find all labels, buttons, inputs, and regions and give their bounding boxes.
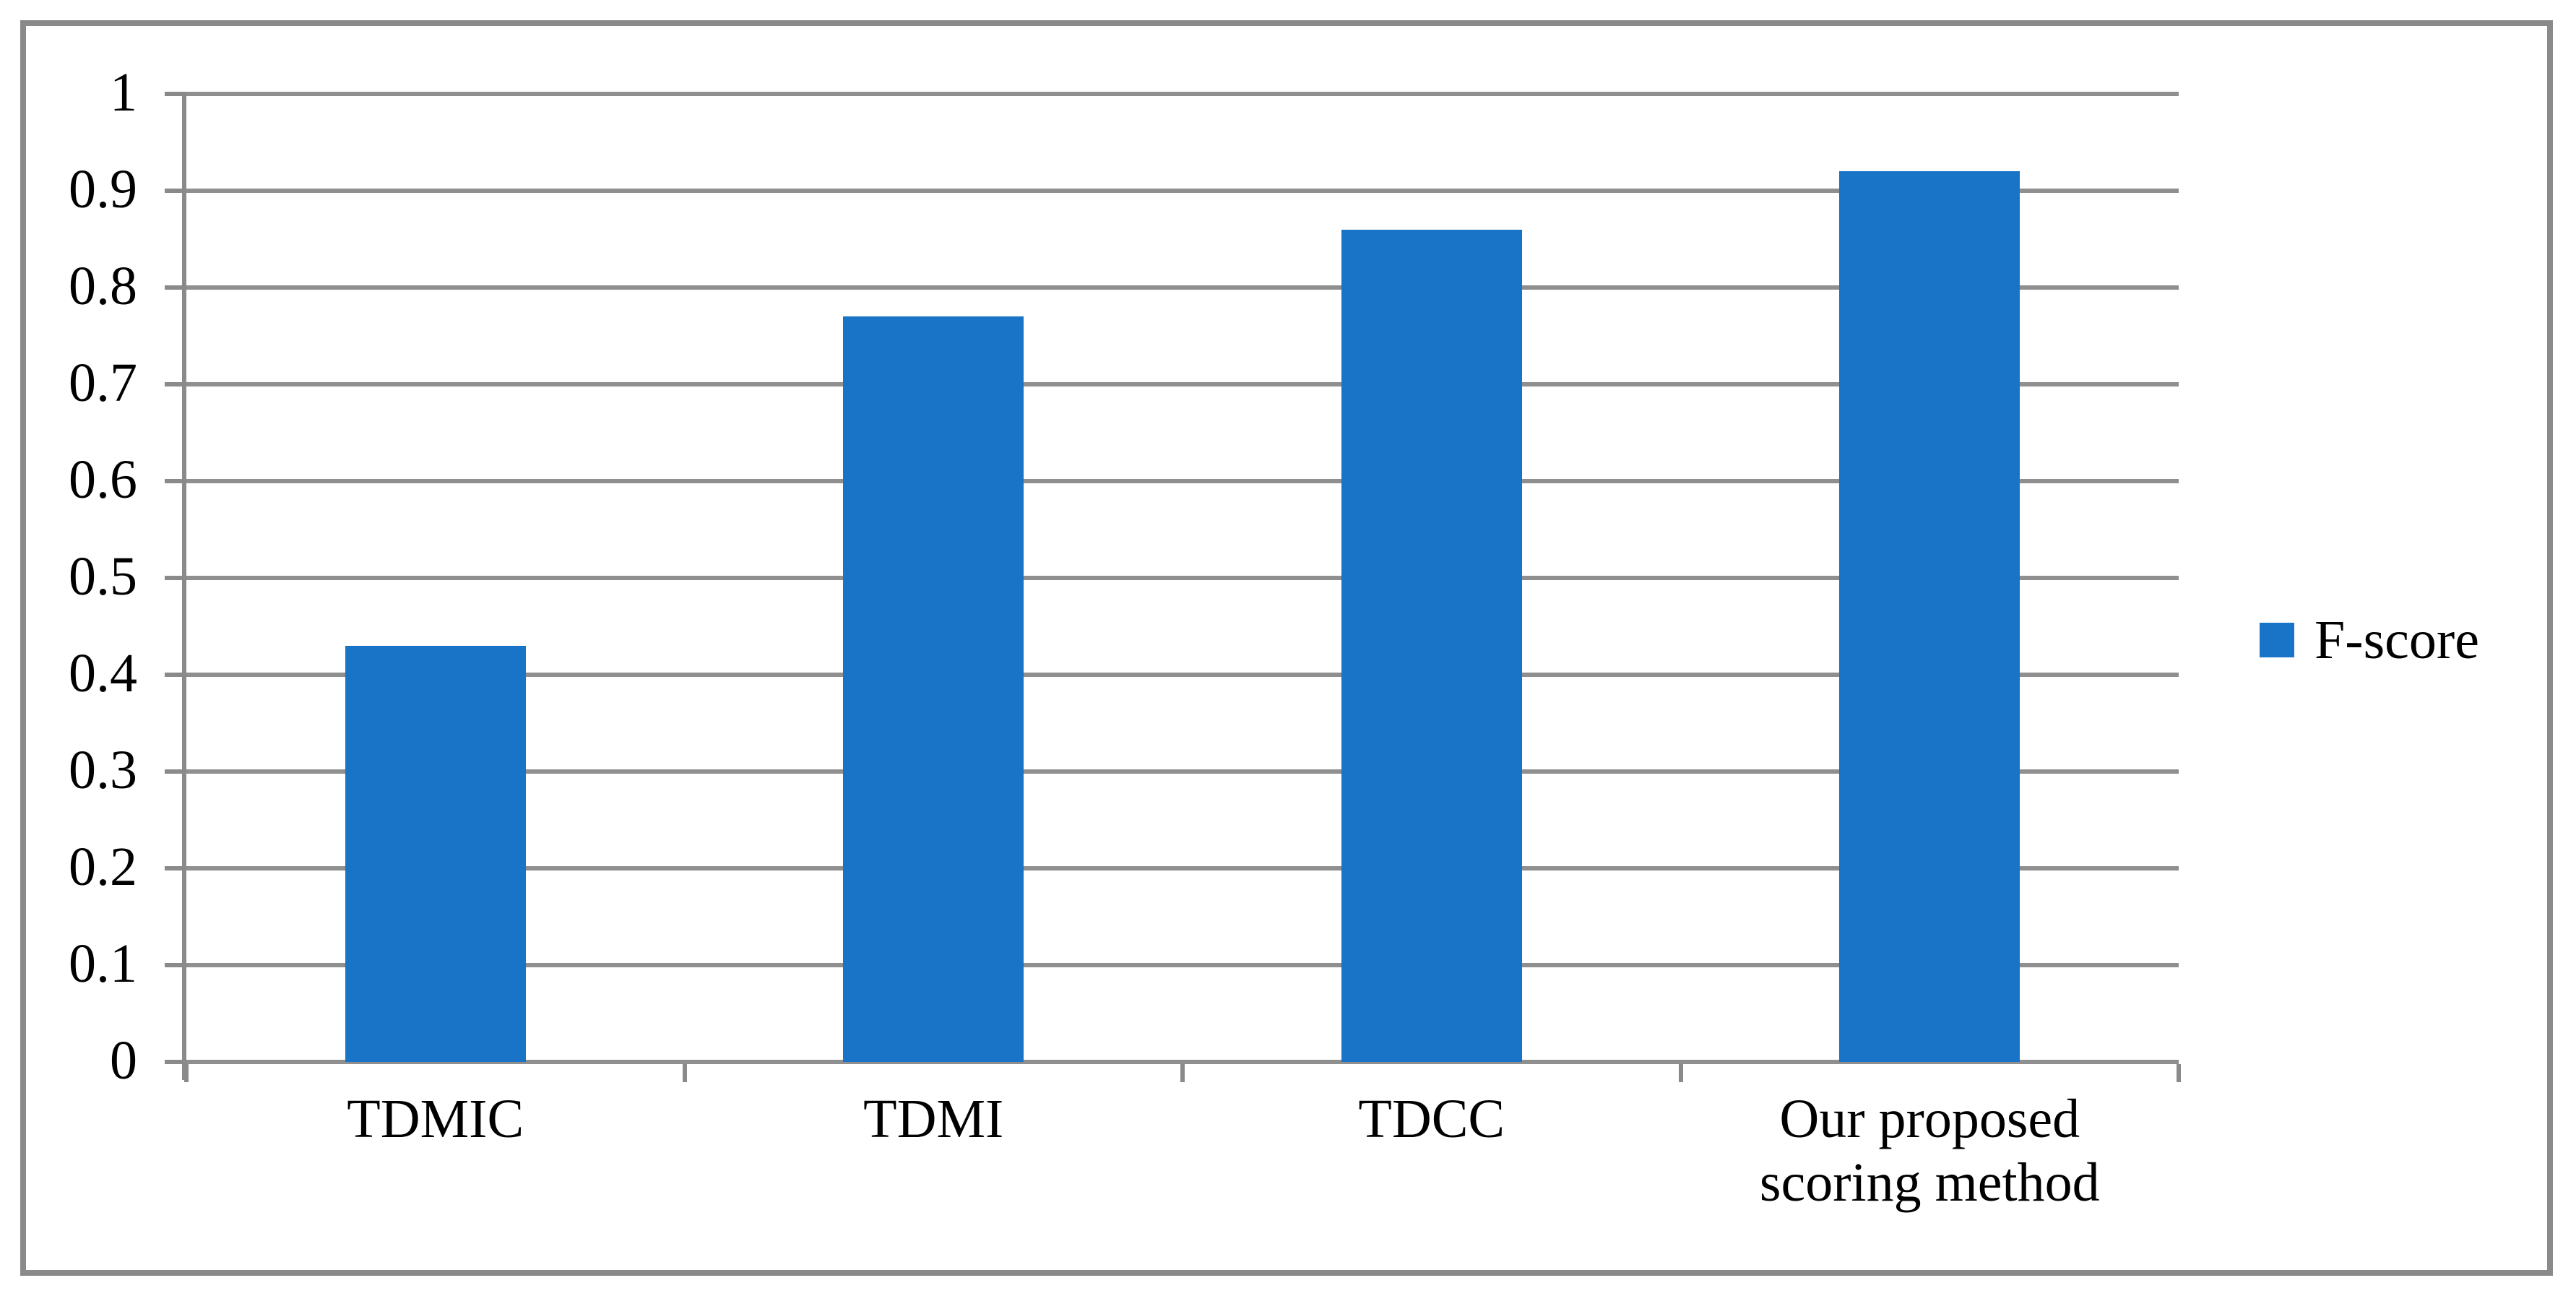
bar-cell-tdcc (1183, 94, 1681, 1062)
bar-tdmic (345, 645, 526, 1062)
chart-border (20, 20, 2553, 1276)
y-axis-tick (165, 1060, 182, 1064)
x-axis-category-label-tdmic: TDMIC (347, 1089, 524, 1149)
y-axis-tick-labels: 0 0.1 0.2 0.3 0.4 0.5 0.6 0.7 0.8 0.9 1 (0, 62, 137, 1091)
y-axis-tick (165, 769, 182, 774)
legend-series-label: F-score (2314, 610, 2479, 670)
y-axis-line (182, 92, 186, 1080)
y-axis-tick-label: 0.7 (69, 352, 137, 413)
y-axis-tick-label: 0.2 (69, 836, 137, 897)
y-axis-tick-label: 0.4 (69, 642, 137, 704)
y-axis-tick (165, 673, 182, 677)
x-axis-boundary-tick (1180, 1064, 1185, 1082)
y-axis-tick (165, 866, 182, 871)
y-axis-tick (165, 479, 182, 483)
bars-container (186, 94, 2179, 1062)
gridline-0.8 (186, 285, 2179, 290)
y-axis-tick (165, 382, 182, 386)
y-axis-tick-label: 0.5 (69, 545, 137, 607)
bar-tdmi (843, 316, 1024, 1062)
legend-color-swatch (2260, 623, 2294, 657)
y-axis-tick-label: 0 (110, 1029, 137, 1091)
gridline-0.1 (186, 963, 2179, 967)
y-axis-tick (165, 189, 182, 193)
bar-cell-tdmic (186, 94, 685, 1062)
gridline-0.2 (186, 866, 2179, 871)
y-axis-tick-label: 0.3 (69, 739, 137, 800)
x-axis-category-label-our-proposed-scoring-method: Our proposed scoring method (1759, 1089, 2100, 1214)
y-axis-tick (165, 92, 182, 96)
x-axis-boundary-tick (1678, 1064, 1683, 1082)
y-axis-tick-label: 0.6 (69, 449, 137, 510)
y-axis-tick (165, 963, 182, 967)
x-axis-category-label-tdcc: TDCC (1358, 1089, 1505, 1149)
gridline-0.3 (186, 769, 2179, 774)
x-axis-boundary-tick (184, 1064, 189, 1082)
y-axis-tick-label: 1 (110, 61, 137, 123)
legend: F-score (2260, 613, 2479, 668)
gridline-0.9 (186, 189, 2179, 193)
y-axis-tick (165, 576, 182, 580)
gridline-1 (186, 92, 2179, 96)
gridline-0.5 (186, 576, 2179, 580)
gridline-0.6 (186, 479, 2179, 483)
y-axis-tick-label: 0.1 (69, 933, 137, 994)
gridline-0 (186, 1060, 2179, 1064)
plot-area (165, 92, 2181, 1082)
y-axis-tick-label: 0.8 (69, 255, 137, 316)
x-axis-category-label-tdmi: TDMI (863, 1089, 1004, 1149)
x-axis-category-labels: TDMIC TDMI TDCC Our proposed scoring method (186, 1087, 2179, 1214)
gridline-0.4 (186, 673, 2179, 677)
bar-our-proposed-scoring-method (1839, 171, 2020, 1062)
bar-cell-our-proposed-scoring-method (1681, 94, 2179, 1062)
gridline-0.7 (186, 382, 2179, 386)
bar-tdcc (1341, 229, 1522, 1062)
y-axis-tick (165, 285, 182, 290)
x-axis-boundary-tick (2177, 1064, 2181, 1082)
y-axis-tick-label: 0.9 (69, 158, 137, 220)
x-axis-boundary-tick (682, 1064, 687, 1082)
bar-cell-tdmi (685, 94, 1183, 1062)
